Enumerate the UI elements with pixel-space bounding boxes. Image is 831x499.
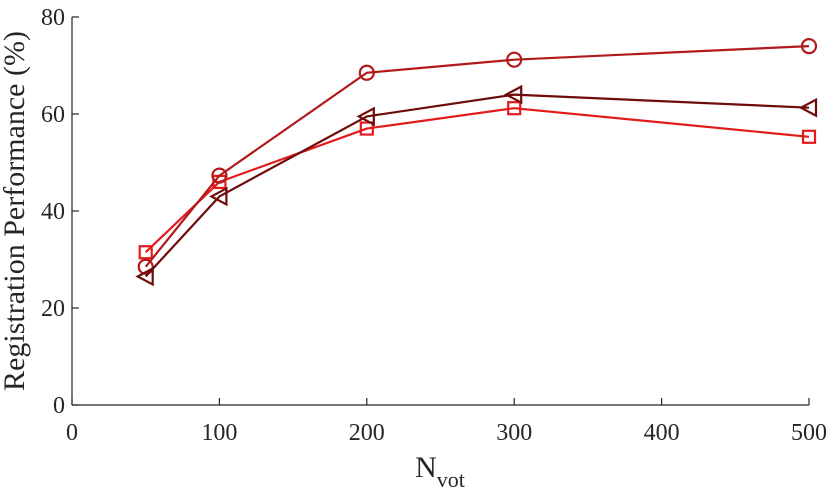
x-ticks: 0 100 200 300 400 500	[66, 398, 827, 446]
y-tick-label: 40	[41, 199, 65, 225]
circle-marker	[506, 51, 523, 68]
y-ticks: 0 20 40 60 80	[41, 5, 79, 419]
series-line	[144, 93, 810, 278]
circle-marker	[211, 167, 228, 184]
triangle-marker	[209, 186, 228, 207]
series-line	[144, 45, 810, 268]
triangle-marker	[135, 266, 154, 287]
x-tick-label: 300	[496, 420, 532, 446]
square-marker	[359, 121, 374, 136]
x-tick-label: 0	[66, 420, 78, 446]
y-tick-label: 0	[53, 393, 65, 419]
series-group	[135, 37, 818, 287]
circle-marker	[137, 258, 154, 275]
y-tick-label: 80	[41, 5, 65, 31]
x-tick-label: 500	[791, 420, 827, 446]
axes	[71, 17, 809, 406]
square-marker	[801, 129, 817, 144]
triangle-marker	[798, 97, 818, 118]
series-3	[135, 84, 818, 287]
y-tick-label: 20	[41, 296, 65, 322]
series-1	[138, 101, 817, 260]
x-tick-label: 400	[644, 420, 680, 446]
square-marker	[138, 245, 153, 260]
triangle-marker	[356, 106, 375, 127]
x-tick-label: 200	[349, 420, 385, 446]
series-line	[144, 107, 810, 254]
x-axis-label: Nvot	[415, 451, 465, 492]
series-2	[137, 37, 818, 275]
y-tick-label: 60	[41, 102, 65, 128]
x-tick-label: 100	[201, 420, 237, 446]
circle-marker	[800, 37, 818, 55]
square-marker	[507, 101, 522, 116]
y-axis-label: Registration Performance (%)	[0, 31, 31, 391]
circle-marker	[358, 64, 375, 81]
triangle-marker	[503, 84, 523, 105]
